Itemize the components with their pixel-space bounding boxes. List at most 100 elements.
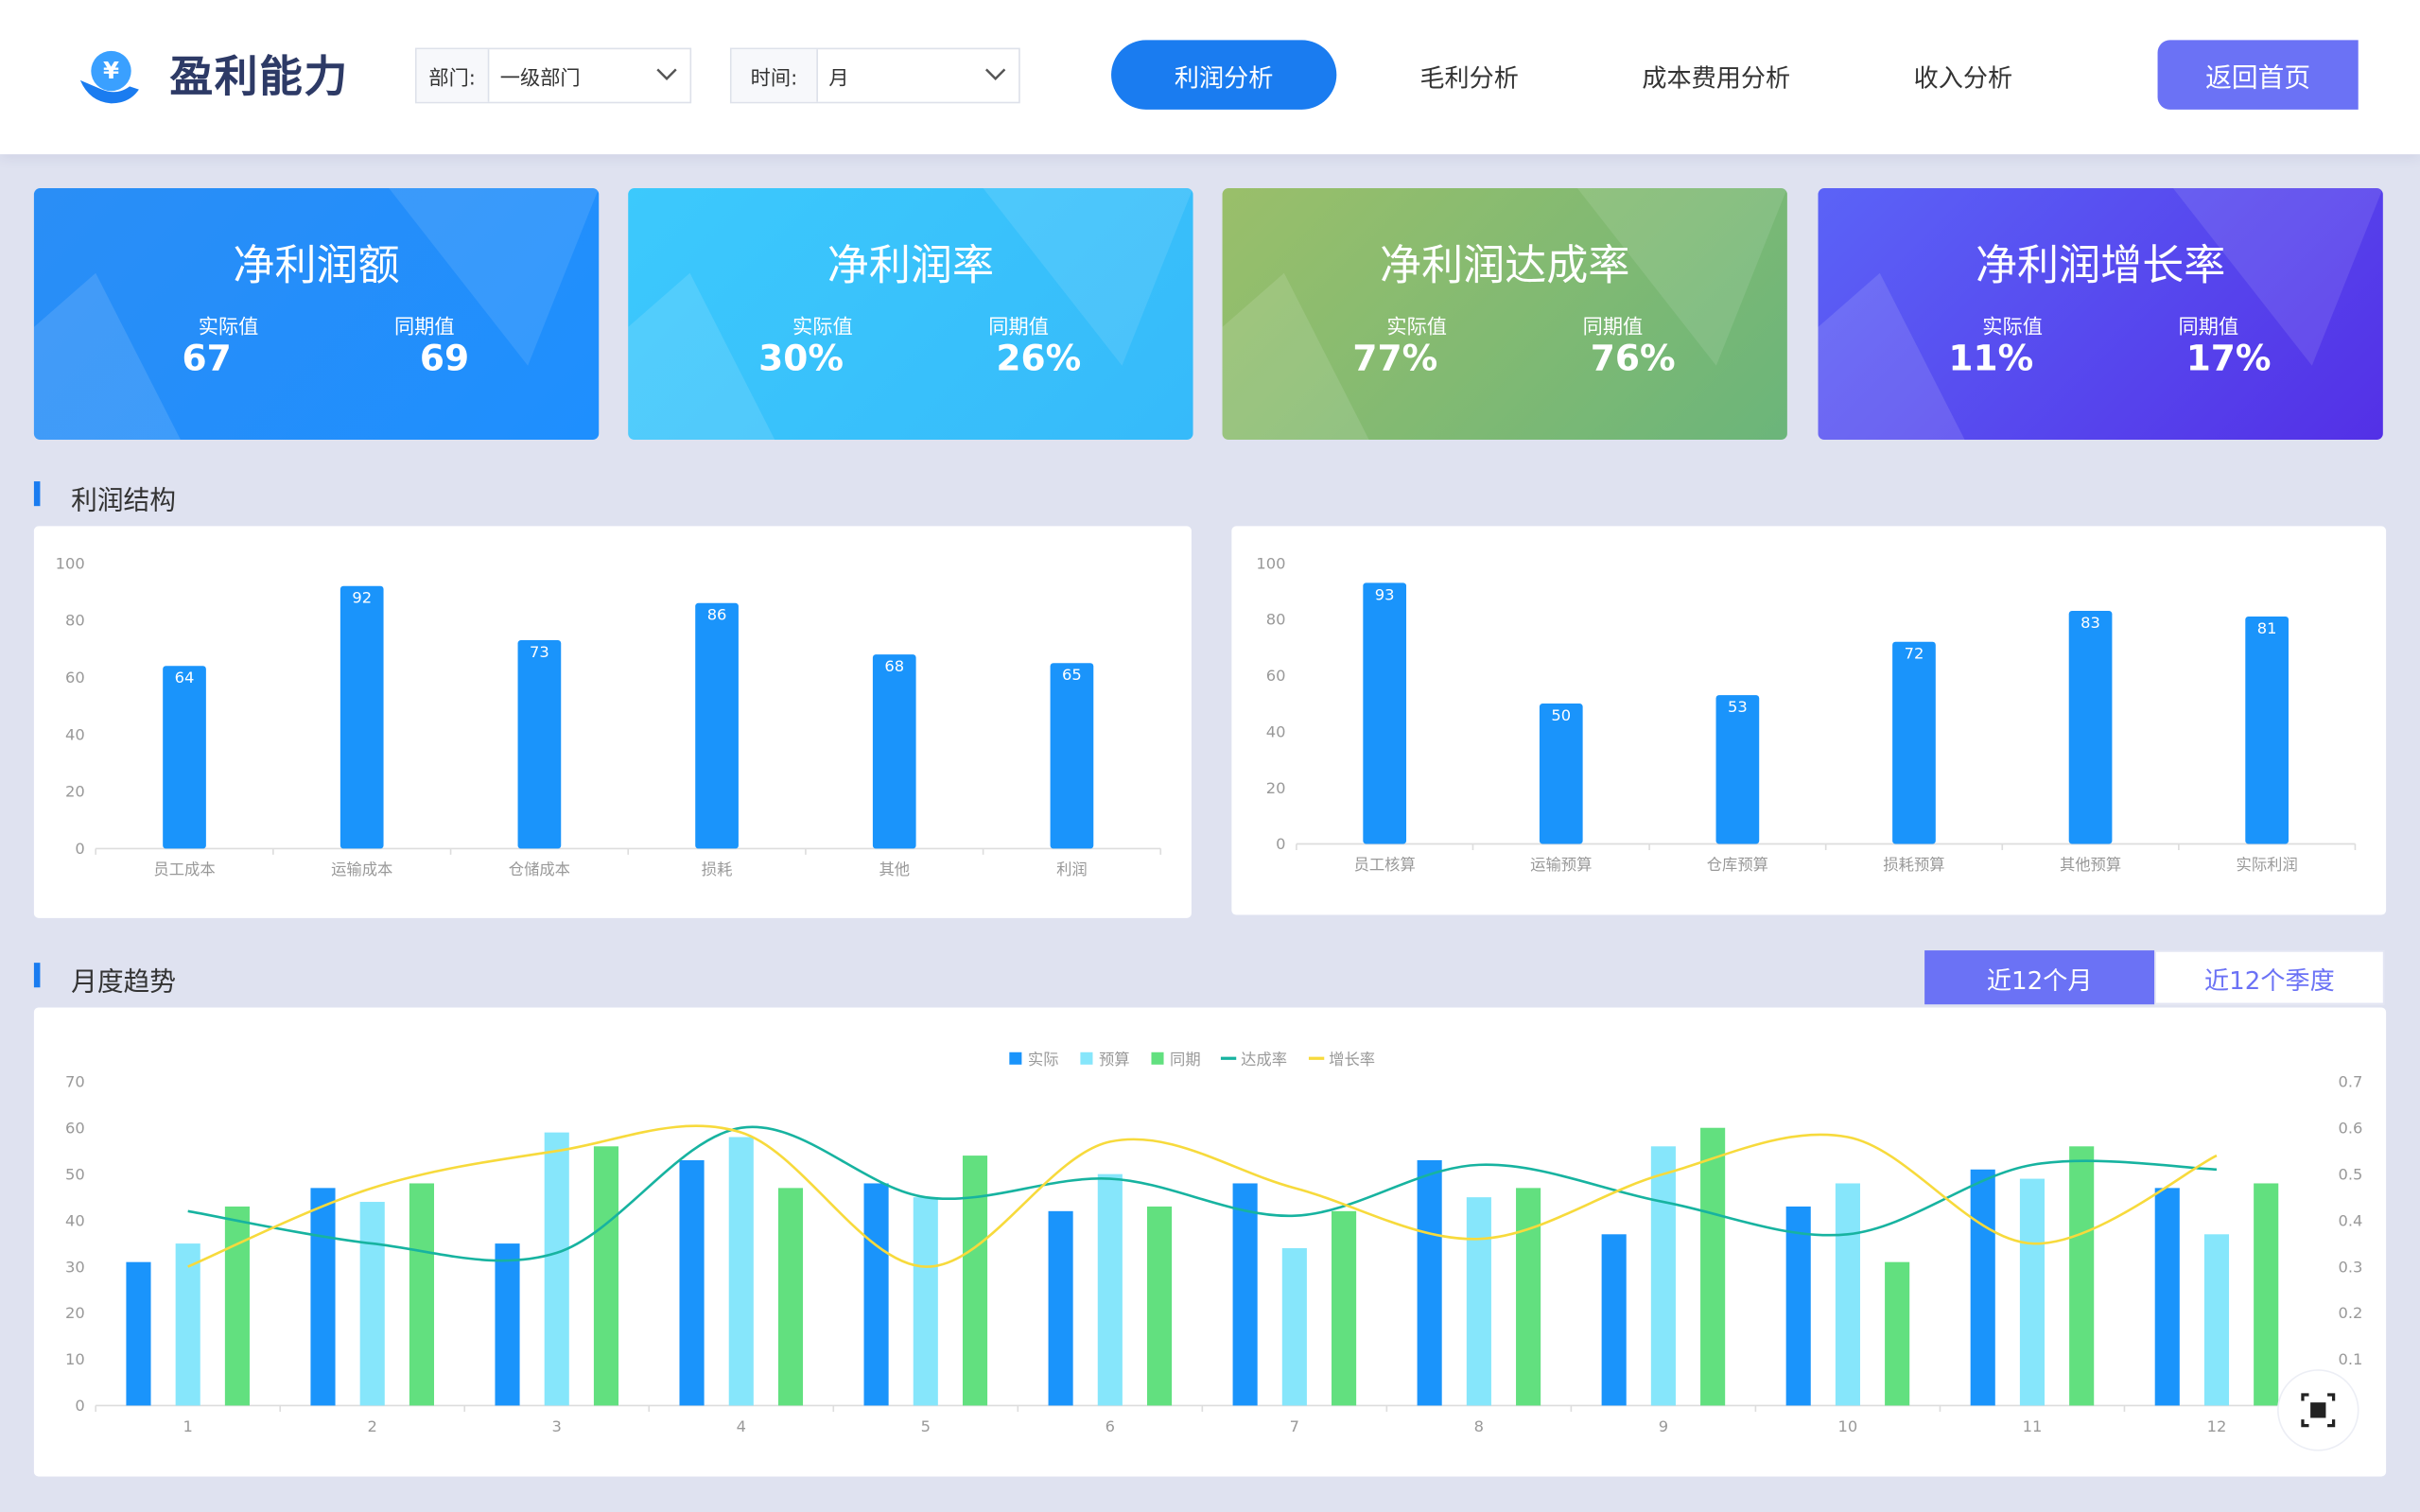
y-tick-label: 100	[56, 554, 85, 572]
y-tick-label: 20	[65, 1304, 85, 1322]
y2-tick-label: 0.1	[2338, 1350, 2362, 1368]
bar	[409, 1183, 435, 1406]
bar-value-label: 68	[884, 657, 904, 675]
bar	[962, 1156, 988, 1406]
y-tick-label: 0	[75, 1397, 84, 1415]
dept-filter[interactable]: 部门: 一级部门	[415, 47, 692, 104]
bar	[517, 640, 562, 849]
y-tick-label: 40	[1266, 722, 1286, 740]
toggle-button[interactable]: 近12个月	[1924, 950, 2155, 1005]
bar	[1363, 582, 1407, 844]
logo-icon: ¥	[79, 50, 139, 104]
y-tick-label: 60	[65, 669, 85, 686]
toggle-button[interactable]: 近12个季度	[2154, 950, 2385, 1005]
time-filter[interactable]: 时间: 月	[729, 47, 1020, 104]
bar-value-label: 72	[1905, 645, 1924, 663]
kpi-card: 净利润达成率 实际值 77% 同期值 76%	[1222, 188, 1787, 441]
bar	[872, 654, 916, 849]
bar-value-label: 86	[707, 606, 727, 624]
y-tick-label: 50	[65, 1165, 85, 1183]
bar	[359, 1202, 385, 1406]
y-tick-label: 80	[1266, 611, 1286, 629]
bar	[224, 1206, 250, 1406]
x-tick-label: 运输预算	[1530, 856, 1592, 874]
home-button[interactable]: 返回首页	[2157, 40, 2359, 110]
legend-label: 达成率	[1241, 1051, 1287, 1069]
logo-symbol: ¥	[103, 57, 119, 84]
chart-panel: 0 20 40 60 80 100 员工成本 运输成本 仓储成本 损耗 其他 利润 64 92 73 86 68…	[33, 526, 1192, 918]
bar	[1700, 1127, 1726, 1406]
x-tick-label: 损耗	[702, 860, 733, 878]
x-tick-label: 运输成本	[331, 860, 392, 878]
filter-value: 一级部门	[499, 66, 581, 91]
x-tick-label: 9	[1659, 1417, 1668, 1435]
x-tick-label: 损耗预算	[1883, 856, 1944, 874]
chart-panel: 0 10 20 30 40 50 60 70 0.1 0.2 0.3 0.4 0.5 0.6 0.7 1 2 3 4…	[33, 1007, 2387, 1477]
x-tick-label: 实际利润	[2237, 856, 2298, 874]
legend-label: 同期	[1170, 1051, 1201, 1069]
kpi-card: 净利润率 实际值 30% 同期值 26%	[628, 188, 1193, 441]
y-tick-label: 100	[1256, 554, 1285, 572]
x-tick-label: 12	[2207, 1417, 2227, 1435]
x-tick-label: 6	[1106, 1417, 1115, 1435]
bar-value-label: 53	[1728, 698, 1748, 716]
card-label: 实际值	[198, 316, 259, 339]
bar	[126, 1261, 151, 1406]
tab[interactable]: 收入分析	[1913, 62, 2013, 93]
bar	[1050, 663, 1094, 849]
card-label: 同期值	[393, 316, 455, 339]
bar	[2154, 1188, 2180, 1406]
y2-tick-label: 0.3	[2338, 1258, 2362, 1276]
filter-value: 月	[828, 66, 849, 91]
bar	[913, 1197, 938, 1406]
filter-label: 部门:	[416, 49, 490, 102]
chart: 0 20 40 60 80 100 员工核算 运输预算 仓库预算 损耗预算 其他预算 实际利润 93 50…	[1256, 554, 2357, 874]
bar	[1892, 641, 1936, 844]
tab[interactable]: 毛利分析	[1419, 62, 1519, 93]
bar-value-label: 65	[1062, 666, 1082, 684]
bar	[1332, 1210, 1357, 1406]
y-tick-label: 40	[65, 725, 85, 743]
y-tick-label: 20	[1266, 779, 1286, 797]
bar	[544, 1132, 569, 1406]
x-tick-label: 利润	[1056, 860, 1088, 878]
card-label: 实际值	[792, 316, 853, 339]
tab[interactable]: 成本费用分析	[1642, 62, 1791, 93]
x-tick-label: 4	[737, 1417, 746, 1435]
bar	[1885, 1261, 1910, 1406]
bar-value-label: 92	[352, 589, 372, 607]
fullscreen-button[interactable]	[2273, 1365, 2363, 1455]
legend-swatch	[1080, 1051, 1093, 1065]
card-title: 净利润增长率	[1975, 242, 2226, 290]
tab[interactable]: 利润分析	[1111, 40, 1337, 110]
legend-label: 实际	[1028, 1051, 1059, 1069]
bar	[777, 1188, 804, 1406]
bar	[1601, 1234, 1627, 1406]
x-tick-label: 仓库预算	[1707, 856, 1768, 874]
x-tick-label: 10	[1838, 1417, 1858, 1435]
card-title: 净利润率	[827, 242, 995, 290]
y-tick-label: 30	[65, 1258, 85, 1276]
x-tick-label: 仓储成本	[509, 860, 570, 878]
bar	[1417, 1159, 1442, 1406]
y2-tick-label: 0.6	[2338, 1119, 2362, 1137]
card-label: 同期值	[2178, 316, 2239, 339]
y-tick-label: 10	[65, 1350, 85, 1368]
bar	[1650, 1146, 1676, 1406]
x-tick-label: 员工成本	[153, 860, 215, 878]
bar	[1146, 1206, 1173, 1406]
bar	[679, 1159, 705, 1406]
card-title: 净利润达成率	[1380, 242, 1630, 290]
bar	[495, 1243, 520, 1406]
x-tick-label: 1	[183, 1417, 193, 1435]
card-value: 17%	[2185, 339, 2272, 380]
kpi-card: 净利润额 实际值 67 同期值 69	[33, 188, 600, 441]
section-marker	[33, 963, 41, 988]
bar-value-label: 93	[1375, 585, 1395, 603]
card-label: 同期值	[1582, 316, 1644, 339]
x-tick-label: 8	[1474, 1417, 1484, 1435]
y2-tick-label: 0.2	[2338, 1304, 2362, 1322]
bar	[163, 666, 206, 849]
